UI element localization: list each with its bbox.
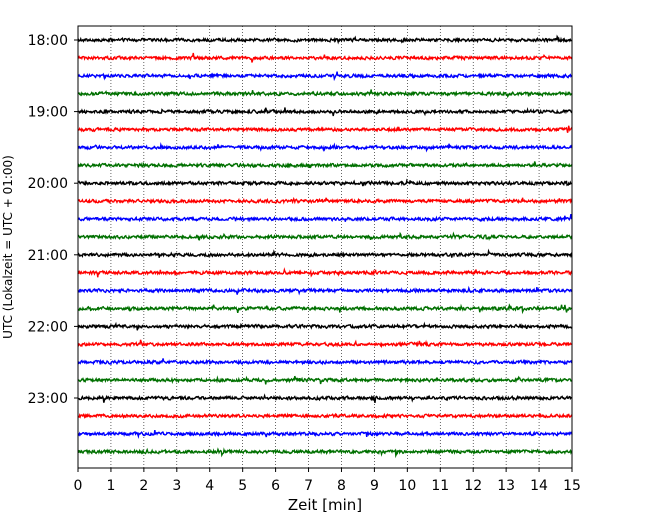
plot-frame <box>77 25 573 469</box>
trace-2030 <box>77 214 573 223</box>
x-tick-label-4: 4 <box>205 478 214 494</box>
x-tick-label-1: 1 <box>106 478 115 494</box>
trace-1930 <box>77 142 573 153</box>
y-tick-label-19:00: 19:00 <box>28 105 68 121</box>
x-tick-label-10: 10 <box>398 478 416 494</box>
trace-2345 <box>77 447 573 459</box>
trace-2115 <box>77 267 573 278</box>
trace-1800 <box>77 34 573 45</box>
x-tick-label-2: 2 <box>139 478 148 494</box>
x-tick-label-12: 12 <box>464 478 482 494</box>
trace-2200 <box>77 321 573 331</box>
trace-2245 <box>77 375 573 385</box>
x-axis: 0 1 2 3 4 5 6 7 8 9 10 11 12 13 14 15 <box>74 468 581 494</box>
x-tick-label-15: 15 <box>563 478 581 494</box>
trace-2315 <box>77 412 573 419</box>
trace-1915 <box>77 125 573 133</box>
trace-1830 <box>77 71 573 82</box>
plot-background <box>78 26 572 468</box>
x-tick-label-5: 5 <box>238 478 247 494</box>
x-tick-label-0: 0 <box>74 478 83 494</box>
trace-1945 <box>77 161 573 169</box>
trace-2130 <box>77 285 573 296</box>
y-tick-label-20:00: 20:00 <box>28 176 68 192</box>
y-tick-label-21:00: 21:00 <box>28 248 68 264</box>
trace-2230 <box>77 358 573 366</box>
y-tick-label-22:00: 22:00 <box>28 319 68 335</box>
trace-2300 <box>77 393 573 403</box>
x-tick-label-14: 14 <box>530 478 548 494</box>
x-tick-label-11: 11 <box>431 478 449 494</box>
trace-2015 <box>77 196 573 205</box>
trace-2045 <box>77 231 573 241</box>
x-tick-label-6: 6 <box>271 478 280 494</box>
trace-2000 <box>77 178 573 187</box>
x-tick-label-7: 7 <box>304 478 313 494</box>
trace-2330 <box>77 429 573 439</box>
trace-2145 <box>77 303 573 315</box>
trace-1815 <box>77 52 573 63</box>
y-axis: 18:00 19:00 20:00 21:00 22:00 23:00 <box>28 33 78 407</box>
trace-1900 <box>77 106 573 117</box>
x-tick-label-13: 13 <box>497 478 515 494</box>
x-axis-label: Zeit [min] <box>288 496 362 514</box>
trace-2100 <box>77 248 573 259</box>
trace-group <box>77 34 573 459</box>
y-tick-label-18:00: 18:00 <box>28 33 68 49</box>
y-tick-label-23:00: 23:00 <box>28 391 68 407</box>
trace-1845 <box>77 89 573 99</box>
x-tick-label-9: 9 <box>370 478 379 494</box>
trace-2215 <box>77 339 573 349</box>
x-tick-label-8: 8 <box>337 478 346 494</box>
y-axis-label: UTC (Lokalzeit = UTC + 01:00) <box>1 155 15 339</box>
x-tick-label-3: 3 <box>172 478 181 494</box>
